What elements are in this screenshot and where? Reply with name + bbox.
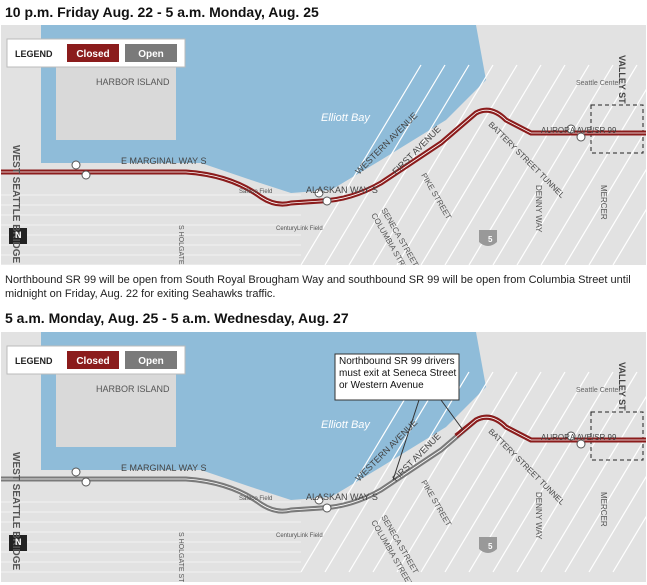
map-label: Safeco Field: [239, 189, 272, 195]
street: [300, 371, 422, 573]
street: [540, 395, 646, 573]
street: [564, 128, 646, 265]
map-label: 5: [488, 235, 493, 244]
street: [492, 371, 614, 573]
street: [300, 64, 422, 265]
legend-swatch: [125, 351, 177, 369]
legend-title: LEGEND: [15, 49, 53, 59]
exit-marker: [576, 439, 586, 449]
map-label: ALASKAN WAY S: [306, 492, 378, 502]
exit-marker: [314, 495, 324, 505]
zone: [590, 104, 644, 154]
island: [56, 65, 176, 140]
annotation-box: [334, 353, 460, 401]
map: WEST SEATTLE BRIDGE HARBOR ISLAND Elliott …: [1, 332, 646, 582]
map-label: E MARGINAL WAY S: [121, 156, 207, 166]
legend-label: Closed: [76, 356, 109, 367]
north-badge: [9, 228, 27, 244]
map-label: VALLEY ST: [617, 55, 627, 104]
map-label: VALLEY ST: [617, 362, 627, 411]
street: [444, 371, 566, 573]
street: [588, 168, 646, 265]
map: WEST SEATTLE BRIDGE HARBOR ISLAND Elliott …: [1, 25, 646, 265]
caption: Northbound SR 99 will be open from South…: [5, 274, 631, 300]
map-label: WEST SEATTLE BRIDGE: [10, 145, 21, 263]
map-label: MERCER: [599, 185, 608, 220]
annotation-pointer: [440, 399, 464, 431]
street: [420, 64, 542, 265]
street: [516, 371, 638, 573]
street: [420, 371, 542, 573]
street: [540, 88, 646, 265]
exit-marker: [566, 431, 576, 441]
street: [516, 64, 638, 265]
map-label: DENNY WAY: [534, 492, 543, 540]
legend-title: LEGEND: [15, 356, 53, 366]
legend-swatch: [67, 44, 119, 62]
map-label: Seattle Center: [576, 80, 621, 87]
map-label: HARBOR ISLAND: [96, 384, 170, 394]
map-label: S HOLGATE STREET: [177, 225, 184, 265]
map-label: Seattle Center: [576, 387, 621, 394]
route-center: [1, 109, 646, 205]
legend-label: Open: [138, 356, 164, 367]
exit-marker: [566, 124, 576, 134]
street: [324, 64, 446, 265]
map-label: Elliott Bay: [321, 112, 371, 124]
street: [612, 208, 646, 265]
map-label: S HOLGATE STREET: [177, 532, 184, 582]
map-label: N: [15, 537, 22, 547]
panel-title: 10 p.m. Friday Aug. 22 - 5 a.m. Monday, …: [5, 4, 319, 20]
shield: [479, 230, 497, 246]
legend-label: Open: [138, 49, 164, 60]
annotation-pointer: [392, 399, 420, 481]
annotation: Northbound SR 99 drivers must exit at Se…: [339, 356, 457, 391]
map-label: N: [15, 230, 22, 240]
zone: [590, 411, 644, 461]
map-label: Safeco Field: [239, 496, 272, 502]
street: [564, 435, 646, 573]
map-label: WEST SEATTLE BRIDGE: [10, 452, 21, 570]
map-label: AURORA AVE/SR 99: [541, 433, 617, 442]
street: [612, 515, 646, 573]
map-label: DENNY WAY: [534, 185, 543, 233]
legend-swatch: [67, 351, 119, 369]
legend-label: Closed: [76, 49, 109, 60]
exit-marker: [81, 477, 91, 487]
street: [588, 475, 646, 573]
route-center: [1, 416, 646, 512]
map-label: Elliott Bay: [321, 419, 371, 431]
map-label: E MARGINAL WAY S: [121, 463, 207, 473]
exit-marker: [71, 467, 81, 477]
annotation-text: Northbound SR 99 drivers must exit at Se…: [339, 356, 457, 391]
island: [56, 372, 176, 447]
north-badge: [9, 535, 27, 551]
map-label: 5: [488, 542, 493, 551]
exit-marker: [322, 196, 332, 206]
street: [324, 371, 446, 573]
shield: [479, 537, 497, 553]
street: [396, 371, 518, 573]
exit-marker: [576, 132, 586, 142]
street: [492, 64, 614, 265]
panel-title: 5 a.m. Monday, Aug. 25 - 5 a.m. Wednesda…: [5, 310, 349, 326]
map-label: CenturyLink Field: [276, 533, 323, 539]
exit-marker: [71, 160, 81, 170]
map-label: AURORA AVE/SR 99: [541, 126, 617, 135]
legend-swatch: [125, 44, 177, 62]
exit-marker: [81, 170, 91, 180]
map-label: CenturyLink Field: [276, 226, 323, 232]
street: [396, 64, 518, 265]
exit-marker: [314, 188, 324, 198]
street: [444, 64, 566, 265]
map-label: MERCER: [599, 492, 608, 527]
street: [372, 371, 494, 573]
map-label: ALASKAN WAY S: [306, 185, 378, 195]
exit-marker: [322, 503, 332, 513]
map-label: HARBOR ISLAND: [96, 77, 170, 87]
street: [372, 64, 494, 265]
